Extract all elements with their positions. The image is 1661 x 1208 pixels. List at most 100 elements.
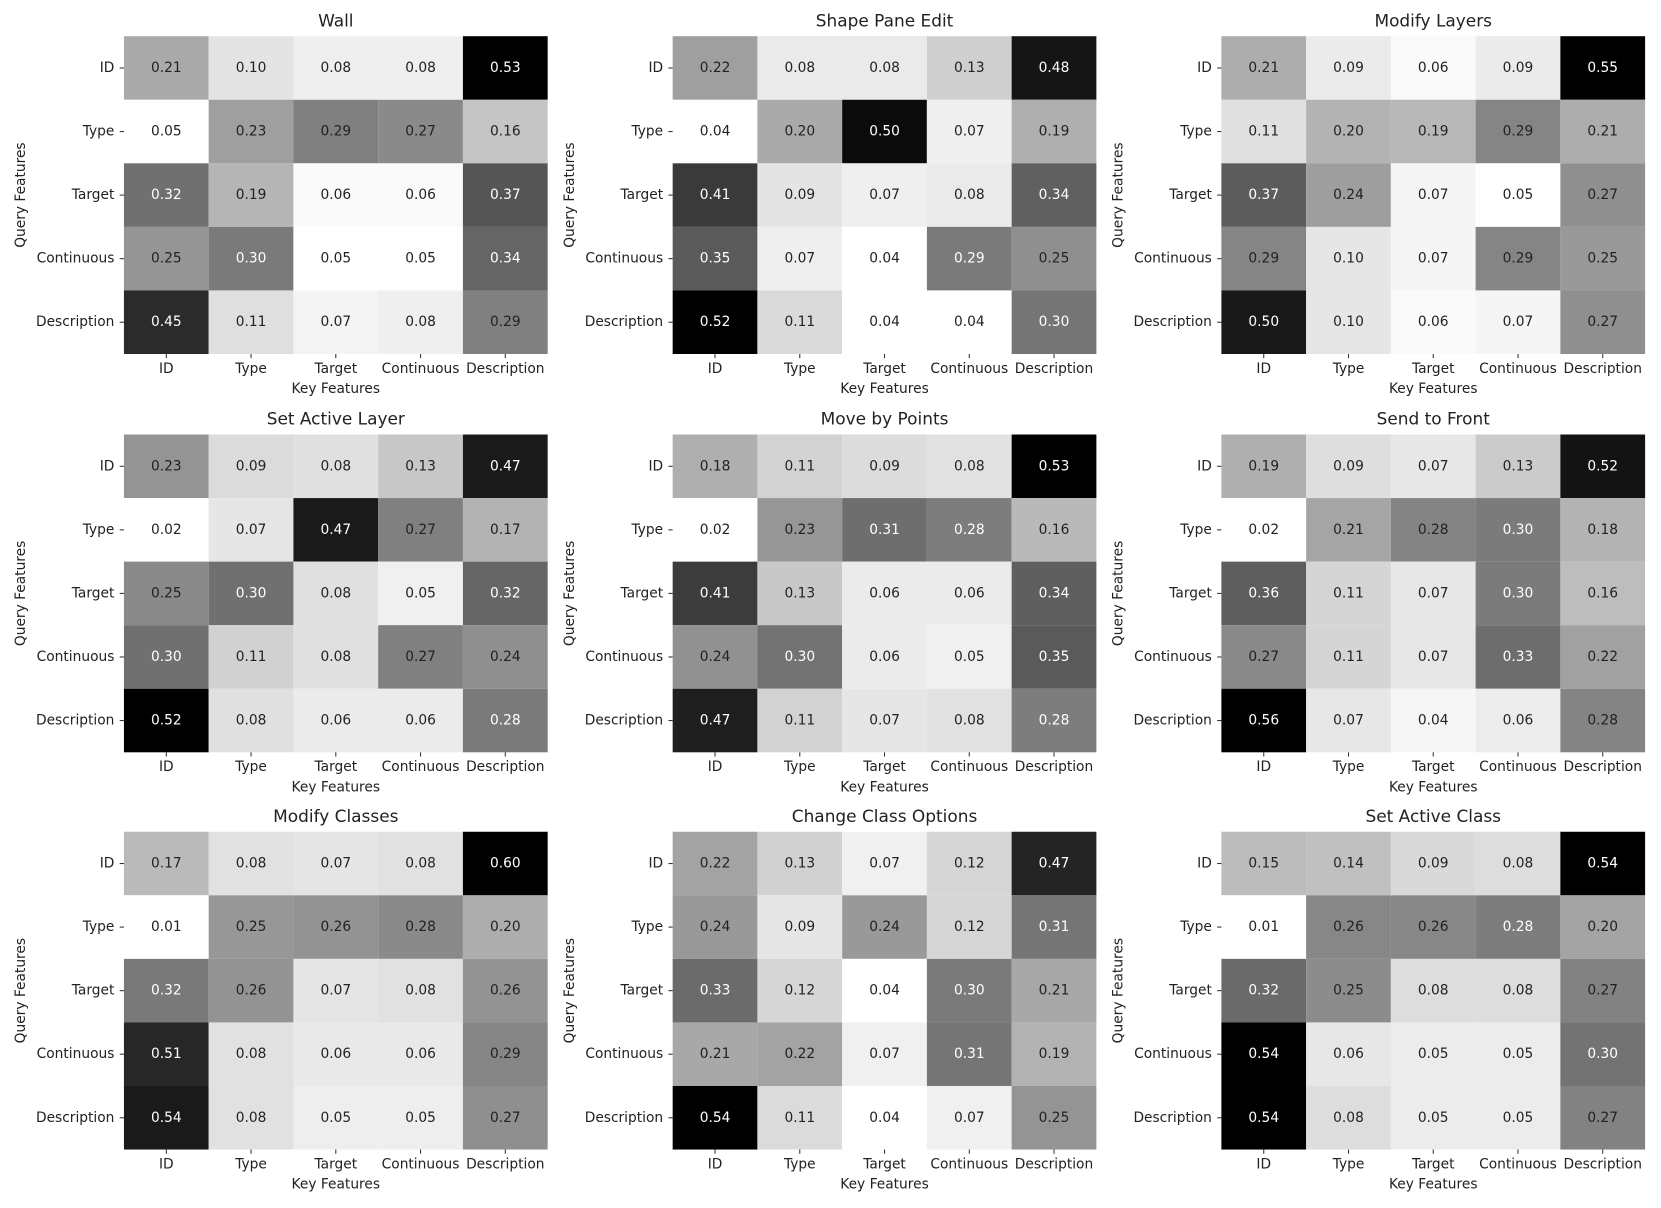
y-tick-label: ID: [648, 60, 663, 76]
heatmap-cell: [378, 561, 463, 626]
heatmap-cell: [1306, 688, 1391, 753]
cell-label: 0.06: [1418, 60, 1449, 76]
cell-label: 0.08: [1333, 1110, 1364, 1126]
heatmap-cell: [926, 1085, 1012, 1150]
cell-label: 0.07: [869, 1046, 900, 1062]
cell-label: 0.07: [869, 713, 900, 729]
y-axis-label: Query Features: [562, 541, 578, 646]
cell-label: 0.01: [1248, 919, 1279, 935]
cell-label: 0.09: [1333, 60, 1364, 76]
heatmap: Modify Classes 0.17 0.08 0.07 0.08 0.60 0.01 0.…: [13, 806, 548, 1193]
heatmap-cell: [208, 831, 294, 896]
heatmap-cell: [462, 36, 548, 100]
cell-label: 0.09: [1503, 60, 1534, 76]
heatmap-cell: [1306, 1022, 1391, 1086]
cell-label: 0.24: [700, 919, 731, 935]
heatmap-cell: [1560, 895, 1646, 959]
heatmap-cell: [1390, 1085, 1476, 1150]
cell-label: 0.41: [700, 187, 731, 203]
heatmap-cell: [672, 36, 758, 100]
heatmap-cell: [842, 625, 927, 689]
x-tick-label: Continuous: [382, 1156, 460, 1172]
cell-label: 0.11: [784, 314, 815, 330]
y-tick-label: Type: [1179, 919, 1212, 935]
heatmap-cell: [757, 1085, 843, 1150]
cell-label: 0.19: [1418, 124, 1449, 140]
cell-label: 0.12: [954, 919, 985, 935]
heatmap-cell: [208, 498, 294, 562]
x-tick-label: Target: [862, 361, 906, 377]
cell-label: 0.19: [1039, 124, 1070, 140]
y-tick-label: ID: [100, 856, 115, 872]
cell-label: 0.11: [1248, 124, 1279, 140]
cell-label: 0.14: [1333, 856, 1364, 872]
heatmap-cell: [1560, 434, 1646, 499]
heatmap-cell: [378, 688, 463, 753]
cell-label: 0.24: [490, 649, 521, 665]
heatmap-cell: [1306, 498, 1391, 562]
cell-label: 0.06: [405, 1046, 436, 1062]
x-tick-label: Target: [314, 1156, 358, 1172]
heatmap-cell: [1390, 226, 1476, 291]
cell-label: 0.12: [784, 983, 815, 999]
heatmap-cell: [672, 498, 758, 562]
cell-label: 0.21: [1039, 983, 1070, 999]
y-tick-label: ID: [648, 856, 663, 872]
cell-label: 0.30: [151, 649, 182, 665]
heatmap-cell: [378, 498, 463, 562]
x-tick-label: Type: [234, 759, 267, 775]
cell-label: 0.11: [1333, 649, 1364, 665]
cell-label: 0.12: [954, 856, 985, 872]
x-tick-label: Type: [783, 1156, 816, 1172]
heatmap: Move by Points 0.18 0.11 0.09 0.08 0.53 0.02 0.…: [562, 409, 1097, 795]
x-tick-label: Continuous: [1479, 759, 1557, 775]
cell-label: 0.34: [1039, 585, 1070, 601]
heatmap: Modify Layers 0.21 0.09 0.06 0.09 0.55 0.11 0.2…: [1111, 10, 1646, 397]
heatmap-cell: [926, 831, 1012, 896]
heatmap-cell: [926, 498, 1012, 562]
y-axis-label: Query Features: [1111, 142, 1127, 247]
cell-label: 0.08: [954, 713, 985, 729]
heatmap-cell: [293, 561, 379, 626]
heatmap-cell: [672, 1085, 758, 1150]
cell-label: 0.02: [151, 522, 182, 538]
heatmap-cell: [1011, 163, 1097, 227]
cell-label: 0.20: [784, 124, 815, 140]
cell-label: 0.11: [236, 649, 267, 665]
heatmap-cell: [842, 226, 927, 291]
cell-label: 0.34: [490, 251, 521, 267]
chart-title: Modify Layers: [1374, 10, 1492, 30]
cell-label: 0.04: [954, 314, 985, 330]
cell-label: 0.53: [490, 60, 521, 76]
heatmap-cell: [378, 99, 463, 164]
cell-label: 0.22: [1587, 649, 1618, 665]
cell-label: 0.32: [151, 187, 182, 203]
heatmap-cell: [1390, 688, 1476, 753]
cell-label: 0.33: [700, 983, 731, 999]
cell-label: 0.04: [869, 251, 900, 267]
cell-label: 0.53: [1039, 458, 1070, 474]
cell-label: 0.07: [1418, 649, 1449, 665]
y-axis-label: Query Features: [562, 938, 578, 1043]
cell-label: 0.07: [1333, 713, 1364, 729]
x-tick-label: ID: [159, 361, 174, 377]
heatmap-cell: [757, 99, 843, 164]
heatmap-cell: [842, 99, 927, 164]
x-tick-label: Description: [1015, 759, 1093, 775]
heatmap: Set Active Class 0.15 0.14 0.09 0.08 0.54 0.01…: [1111, 806, 1646, 1193]
cell-label: 0.47: [320, 522, 351, 538]
heatmap-cell: [1475, 895, 1561, 959]
chart-title: Wall: [318, 10, 353, 30]
heatmap-cell: [672, 895, 758, 959]
heatmap-cell: [1221, 290, 1307, 355]
heatmap-cell: [1390, 625, 1476, 689]
x-tick-label: Description: [466, 361, 544, 377]
heatmap-cell: [757, 498, 843, 562]
cell-label: 0.31: [954, 1046, 985, 1062]
cell-label: 0.27: [1587, 1110, 1618, 1126]
heatmap-cell: [1475, 434, 1561, 499]
cell-label: 0.06: [320, 187, 351, 203]
heatmap-cell: [208, 434, 294, 499]
cell-label: 0.26: [320, 919, 351, 935]
cell-label: 0.04: [869, 314, 900, 330]
